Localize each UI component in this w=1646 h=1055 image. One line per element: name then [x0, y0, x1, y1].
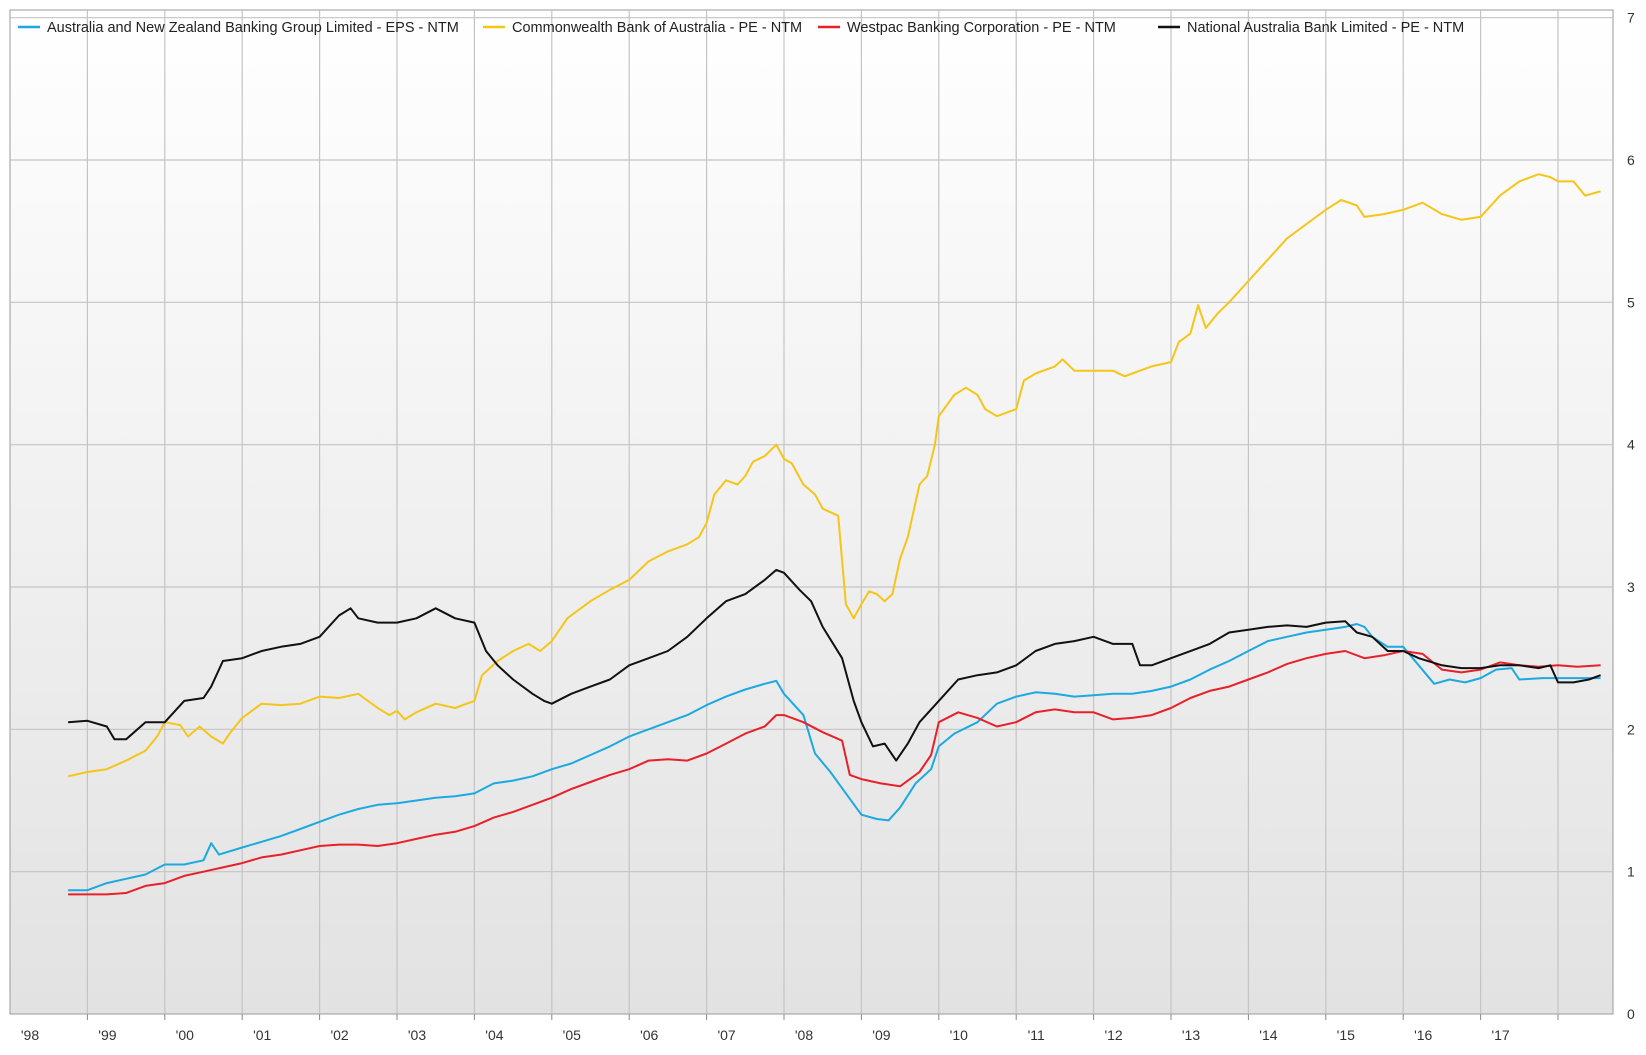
x-tick-label: '17 [1491, 1027, 1509, 1043]
x-tick-label: '06 [640, 1027, 658, 1043]
x-tick-label: '16 [1414, 1027, 1432, 1043]
x-tick-label: '98 [21, 1027, 39, 1043]
y-tick-label: 0 [1627, 1006, 1635, 1022]
x-tick-label: '01 [253, 1027, 271, 1043]
series-line-2 [67, 173, 1601, 778]
y-tick-label: 6 [1627, 152, 1635, 168]
series-lines [67, 173, 1601, 896]
x-tick-label: '03 [408, 1027, 426, 1043]
x-tick-label: '15 [1337, 1027, 1355, 1043]
x-tick-label: '11 [1028, 1027, 1045, 1043]
x-tick-label: '10 [950, 1027, 968, 1043]
x-tick-label: '09 [872, 1027, 890, 1043]
legend-label: National Australia Bank Limited - PE - N… [1187, 20, 1464, 36]
legend-label: Westpac Banking Corporation - PE - NTM [847, 20, 1116, 36]
y-tick-label: 3 [1627, 579, 1635, 595]
y-tick-label: 1 [1627, 864, 1635, 880]
series-line-3 [68, 650, 1601, 896]
x-tick-label: '13 [1182, 1027, 1200, 1043]
gridlines [10, 10, 1613, 1014]
x-tick-label: '04 [485, 1027, 503, 1043]
x-tick-label: '00 [176, 1027, 194, 1043]
y-tick-label: 4 [1627, 437, 1635, 453]
plot-area [9, 9, 1614, 1015]
legend-label: Australia and New Zealand Banking Group … [47, 20, 459, 36]
x-tick-label: '12 [1104, 1027, 1122, 1043]
legend: Australia and New Zealand Banking Group … [18, 20, 1464, 36]
y-tick-label: 5 [1627, 294, 1635, 310]
x-tick-label: '99 [98, 1027, 116, 1043]
y-tick-label: 7 [1627, 10, 1635, 26]
y-tick-label: 2 [1627, 721, 1635, 737]
legend-label: Commonwealth Bank of Australia - PE - NT… [512, 20, 802, 36]
series-line-4 [68, 568, 1601, 762]
x-axis: '98 '99 '00 '01 '02 '03 '04 '05 '06 '07 '08 '09 '10 '… [21, 1014, 1559, 1043]
x-tick-label: '05 [563, 1027, 581, 1043]
x-tick-label: '07 [717, 1027, 735, 1043]
x-tick-label: '08 [795, 1027, 813, 1043]
y-axis: 0 1 2 3 4 5 6 7 [1627, 10, 1635, 1022]
x-tick-label: '02 [330, 1027, 348, 1043]
x-tick-label: '14 [1259, 1027, 1277, 1043]
